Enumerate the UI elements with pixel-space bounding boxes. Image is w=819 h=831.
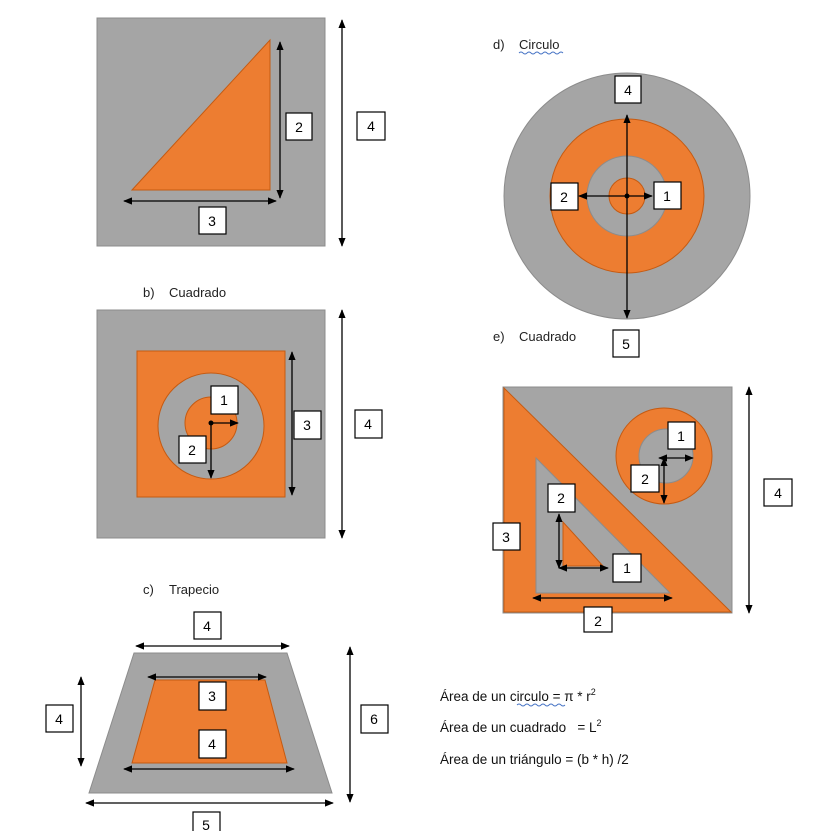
svg-text:4: 4: [364, 416, 372, 432]
svg-text:2: 2: [557, 490, 565, 506]
measure-label: 5: [192, 811, 221, 831]
measure-label: 2: [550, 182, 579, 211]
svg-text:2: 2: [641, 471, 649, 487]
svg-text:4: 4: [203, 618, 211, 634]
measure-label: 1: [612, 553, 642, 583]
svg-text:6: 6: [370, 711, 378, 727]
measure-label: 3: [198, 681, 227, 711]
measure-label: 1: [653, 181, 682, 210]
svg-text:5: 5: [202, 817, 210, 831]
measure-label: 4: [193, 611, 222, 640]
svg-text:3: 3: [208, 213, 216, 229]
svg-text:4: 4: [774, 485, 782, 501]
caption-title: Cuadrado: [519, 329, 576, 344]
svg-text:1: 1: [677, 428, 685, 444]
measure-label: 4: [614, 75, 642, 104]
measure-label: 3: [198, 206, 227, 235]
caption-letter: e): [493, 329, 505, 344]
caption-letter: b): [143, 285, 155, 300]
svg-text:4: 4: [208, 736, 216, 752]
spellcheck-underline: [518, 51, 564, 55]
panel-e-square: e) Cuadrado 1 2 4 2 3 1 2: [492, 329, 793, 633]
measure-label: 2: [583, 606, 613, 633]
measure-label: 1: [667, 421, 696, 450]
panel-c-trapezoid: c) Trapecio 4 3 4 6 4 5: [45, 582, 389, 831]
svg-text:4: 4: [55, 711, 63, 727]
svg-text:3: 3: [502, 529, 510, 545]
svg-text:2: 2: [594, 613, 602, 629]
formulas: Área de un circulo = π * r2 Área de un c…: [440, 687, 629, 767]
square-area-formula: Área de un cuadrado = L2: [440, 718, 602, 735]
spellcheck-underline: [516, 703, 566, 707]
svg-text:1: 1: [663, 188, 671, 204]
caption-title: Cuadrado: [169, 285, 226, 300]
caption-title: Trapecio: [169, 582, 219, 597]
measure-label: 4: [198, 729, 227, 759]
orange-triangle: [130, 38, 271, 191]
triangle-area-formula: Área de un triángulo = (b * h) /2: [440, 752, 629, 767]
svg-text:3: 3: [303, 417, 311, 433]
panel-b-square: b) Cuadrado 1 3 4 2: [96, 285, 383, 539]
svg-text:4: 4: [367, 118, 375, 134]
svg-text:2: 2: [560, 189, 568, 205]
panel-a-triangle: 2 4 3: [96, 17, 386, 247]
measure-label: 6: [360, 704, 389, 734]
measure-label: 3: [492, 522, 521, 551]
measure-label: 2: [178, 435, 207, 464]
caption-title: Circulo: [519, 37, 559, 52]
caption-letter: d): [493, 37, 505, 52]
measure-label: 4: [354, 409, 383, 439]
svg-text:4: 4: [624, 82, 632, 98]
measure-label: 4: [356, 111, 386, 141]
svg-text:1: 1: [220, 392, 228, 408]
measure-label: 4: [763, 478, 793, 507]
measure-label: 4: [45, 704, 74, 733]
measure-label: 1: [210, 385, 239, 415]
measure-label: 5: [612, 329, 640, 358]
circle-area-formula: Área de un circulo = π * r2: [440, 687, 596, 704]
measure-label: 2: [547, 483, 576, 513]
measure-label: 3: [293, 410, 322, 440]
svg-text:2: 2: [188, 442, 196, 458]
caption-letter: c): [143, 582, 154, 597]
svg-text:2: 2: [295, 119, 303, 135]
measure-label: 2: [630, 464, 660, 493]
measure-label: 2: [285, 112, 313, 141]
svg-text:5: 5: [622, 336, 630, 352]
svg-text:3: 3: [208, 688, 216, 704]
panel-d-circle: d) Circulo 4 2 1 5: [493, 37, 751, 358]
svg-text:1: 1: [623, 560, 631, 576]
